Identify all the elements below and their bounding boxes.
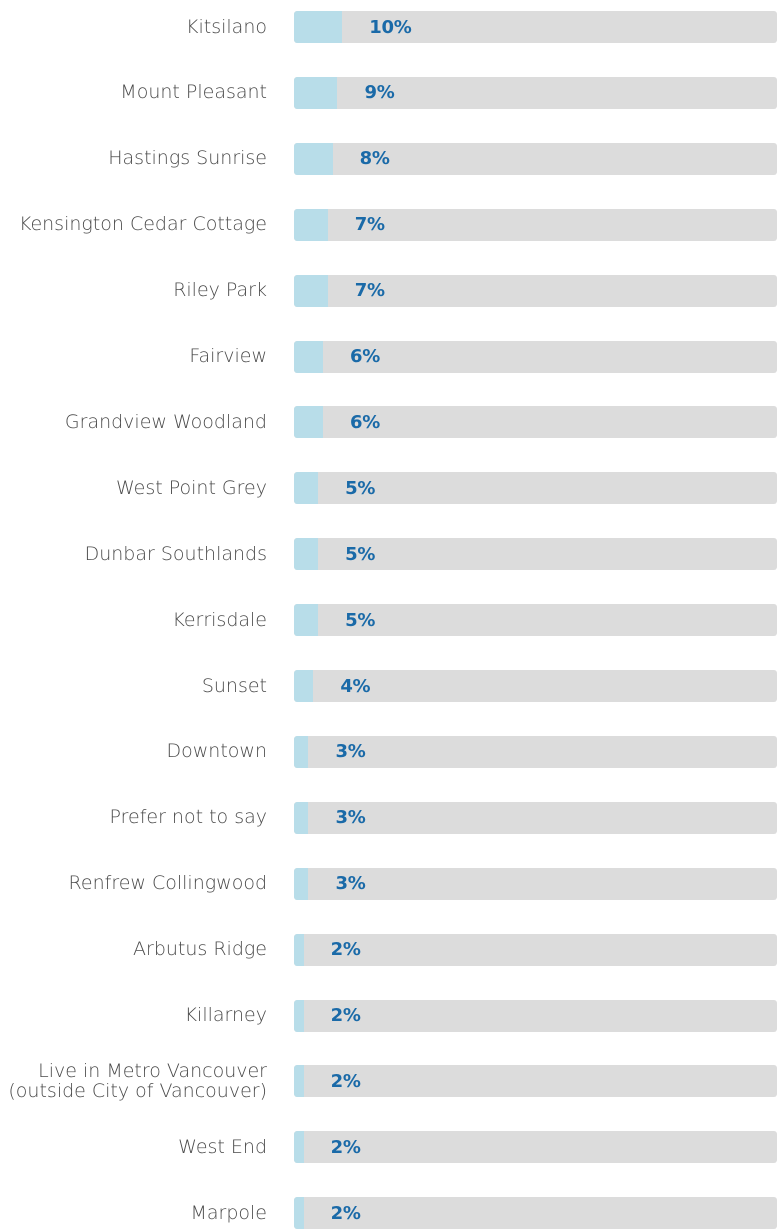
bar-fill [294,76,338,109]
bar-row-marpole: Marpole 2% [0,1197,778,1229]
bar-row-kerrisdale: Kerrisdale 5% [0,604,778,637]
value-label: 3% [335,807,366,829]
bar-fill [294,735,309,768]
bar-track: 6% [294,340,777,373]
value-label: 7% [354,280,385,302]
bar-fill [294,406,323,439]
bar-track: 2% [294,1065,777,1098]
bar-row-west-point-grey: West Point Grey 5% [0,472,778,505]
value-label: 8% [359,148,390,170]
value-label: 2% [330,1202,361,1224]
value-label: 5% [345,477,376,499]
category-label: Marpole [190,1201,267,1224]
value-label: 2% [330,1136,361,1158]
bar-fill [294,670,314,702]
category-label: Hastings Sunrise [108,147,267,170]
category-label: Renfrew Collingwood [68,872,267,895]
bar-track: 2% [294,999,777,1032]
bar-track: 6% [294,406,777,439]
bar-fill [294,867,309,900]
category-label: Dunbar Southlands [84,542,267,565]
category-label: Grandview Woodland [64,410,267,433]
bar-track: 5% [294,538,777,571]
bar-fill [294,604,319,637]
value-label: 4% [340,675,371,697]
bar-fill [294,142,333,175]
category-label: Downtown [166,740,268,763]
bar-track: 5% [294,472,777,505]
category-label: Kerrisdale [172,608,267,631]
bar-row-live-in-metro-vancouver-outside-city-of-vancouver: Live in Metro Vancouver (outside City of… [0,1059,778,1103]
value-label: 2% [330,1070,361,1092]
bar-row-sunset: Sunset 4% [0,670,778,702]
bar-track: 5% [294,604,777,637]
bar-fill [294,1197,304,1229]
bar-row-arbutus-ridge: Arbutus Ridge 2% [0,933,778,966]
bar-track: 10% [294,11,777,43]
bar-row-grandview-woodland: Grandview Woodland 6% [0,406,778,439]
value-label: 2% [330,1005,361,1026]
bar-track: 9% [294,76,777,109]
bar-track: 2% [294,1197,777,1229]
bar-row-mount-pleasant: Mount Pleasant 9% [0,76,778,109]
bar-track: 4% [294,670,777,702]
category-label: Killarney [184,1004,267,1027]
category-label: Sunset [201,674,267,697]
bar-fill [294,274,328,307]
category-label: Prefer not to say [109,806,268,829]
bar-fill [294,1065,304,1098]
bar-fill [294,472,319,505]
category-label: West End [178,1135,267,1158]
category-label: Mount Pleasant [120,81,267,104]
value-label: 6% [349,346,380,367]
bar-track: 2% [294,933,777,966]
bar-row-renfrew-collingwood: Renfrew Collingwood 3% [0,867,778,900]
bar-fill [294,801,309,834]
bar-row-dunbar-southlands: Dunbar Southlands 5% [0,538,778,571]
value-label: 6% [349,411,380,433]
category-label: Kensington Cedar Cottage [18,213,267,236]
bar-track: 7% [294,274,777,307]
category-label: Kitsilano [186,15,267,38]
bar-row-riley-park: Riley Park 7% [0,274,778,307]
value-label: 2% [330,939,361,961]
bar-row-killarney: Killarney 2% [0,999,778,1032]
value-label: 7% [354,214,385,236]
value-label: 3% [335,741,366,763]
value-label: 3% [335,873,366,895]
value-label: 9% [364,82,395,104]
value-label: 5% [345,609,376,631]
bar-track: 3% [294,801,777,834]
category-label: Live in Metro Vancouver (outside City of… [8,1059,267,1103]
bar-row-downtown: Downtown 3% [0,735,778,768]
bar-row-west-end: West End 2% [0,1131,778,1164]
bar-fill [294,999,304,1032]
bar-fill [294,933,304,966]
bar-fill [294,11,343,43]
bar-track: 3% [294,735,777,768]
category-label: Arbutus Ridge [133,938,267,961]
value-label: 10% [369,16,412,38]
bar-track: 7% [294,208,777,241]
bar-track: 3% [294,867,777,900]
bar-row-prefer-not-to-say: Prefer not to say 3% [0,801,778,834]
bar-row-kitsilano: Kitsilano 10% [0,11,778,43]
bar-row-hastings-sunrise: Hastings Sunrise 8% [0,142,778,175]
category-label: Fairview [189,345,267,368]
category-label: Riley Park [173,279,267,302]
bar-row-fairview: Fairview 6% [0,340,778,373]
bar-track: 8% [294,142,777,175]
bar-fill [294,340,323,373]
value-label: 5% [345,543,376,565]
bar-fill [294,538,319,571]
bar-row-kensington-cedar-cottage: Kensington Cedar Cottage 7% [0,208,778,241]
bar-fill [294,1131,304,1164]
category-label: West Point Grey [115,476,267,499]
bar-track: 2% [294,1131,777,1164]
bar-fill [294,208,328,241]
